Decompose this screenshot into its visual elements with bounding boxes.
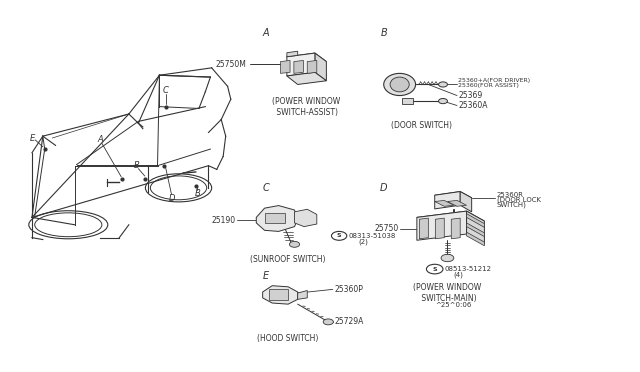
Text: 25360R: 25360R	[497, 192, 524, 198]
Polygon shape	[256, 206, 298, 231]
Polygon shape	[467, 214, 484, 227]
Polygon shape	[298, 291, 307, 299]
Text: 08513-51212: 08513-51212	[444, 266, 492, 272]
Text: 25369: 25369	[458, 91, 483, 100]
Polygon shape	[435, 218, 444, 239]
Polygon shape	[287, 72, 326, 84]
Text: E: E	[263, 272, 269, 282]
Circle shape	[289, 241, 300, 247]
Polygon shape	[287, 51, 298, 57]
Text: D: D	[169, 195, 175, 203]
Polygon shape	[294, 209, 317, 227]
Text: 25750M: 25750M	[216, 60, 246, 69]
Text: (POWER WINDOW
 SWITCH-ASSIST): (POWER WINDOW SWITCH-ASSIST)	[272, 97, 340, 118]
Polygon shape	[287, 53, 315, 76]
Text: (2): (2)	[358, 238, 368, 245]
Text: E: E	[29, 134, 35, 142]
Text: 25729A: 25729A	[334, 317, 364, 326]
Text: A: A	[97, 135, 103, 144]
Polygon shape	[460, 192, 472, 212]
Text: (DOOR SWITCH): (DOOR SWITCH)	[392, 121, 452, 131]
Text: 25360A: 25360A	[458, 101, 488, 110]
Polygon shape	[264, 213, 285, 223]
Text: S: S	[337, 233, 341, 238]
Text: (4): (4)	[454, 271, 464, 278]
Text: SWITCH): SWITCH)	[497, 202, 526, 208]
Circle shape	[438, 99, 447, 104]
Text: (HOOD SWITCH): (HOOD SWITCH)	[257, 334, 319, 343]
Text: 08313-51038: 08313-51038	[349, 233, 396, 239]
FancyBboxPatch shape	[401, 98, 413, 104]
Circle shape	[426, 264, 443, 274]
Ellipse shape	[390, 77, 409, 92]
Polygon shape	[417, 211, 484, 227]
Polygon shape	[435, 192, 472, 202]
Text: 25360P: 25360P	[334, 285, 363, 294]
Text: D: D	[380, 183, 387, 193]
Polygon shape	[467, 223, 484, 237]
Text: (DOOR LOCK: (DOOR LOCK	[497, 197, 541, 203]
Polygon shape	[280, 61, 290, 73]
Polygon shape	[467, 211, 484, 244]
Circle shape	[323, 319, 333, 325]
Polygon shape	[451, 218, 460, 239]
Ellipse shape	[384, 73, 415, 96]
Polygon shape	[262, 286, 298, 304]
Text: B: B	[134, 161, 140, 170]
Text: B: B	[380, 28, 387, 38]
Text: (SUNROOF SWITCH): (SUNROOF SWITCH)	[250, 255, 326, 264]
Text: S: S	[433, 267, 437, 272]
Text: B: B	[195, 189, 200, 198]
Polygon shape	[294, 61, 303, 73]
Polygon shape	[419, 218, 428, 239]
Text: (POWER WINDOW
 SWITCH-MAIN): (POWER WINDOW SWITCH-MAIN)	[413, 283, 481, 303]
Polygon shape	[307, 61, 317, 73]
Polygon shape	[417, 211, 467, 240]
Polygon shape	[435, 201, 454, 206]
Text: C: C	[262, 183, 269, 193]
Text: 25190: 25190	[211, 216, 236, 225]
Text: ^25^0:06: ^25^0:06	[436, 302, 472, 308]
Polygon shape	[287, 53, 326, 65]
Circle shape	[332, 231, 347, 240]
Text: 25750: 25750	[374, 224, 398, 233]
Text: 25360+A(FOR DRIVER): 25360+A(FOR DRIVER)	[458, 78, 531, 83]
Polygon shape	[447, 201, 467, 206]
FancyBboxPatch shape	[269, 289, 288, 301]
Text: C: C	[163, 86, 169, 94]
Polygon shape	[435, 192, 460, 209]
Text: 25360(FOR ASSIST): 25360(FOR ASSIST)	[458, 83, 519, 88]
Circle shape	[441, 254, 454, 262]
Polygon shape	[315, 53, 326, 81]
Text: A: A	[262, 28, 269, 38]
Polygon shape	[467, 232, 484, 246]
Circle shape	[438, 82, 447, 87]
